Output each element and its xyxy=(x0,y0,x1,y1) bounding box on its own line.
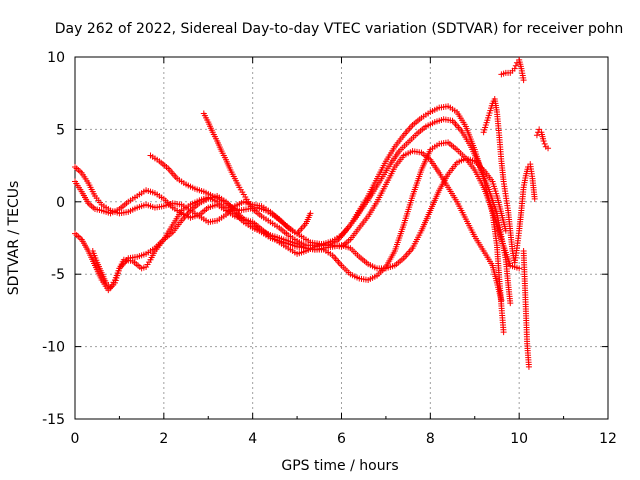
x-tick-label: 10 xyxy=(510,431,528,447)
data-point-track-7 xyxy=(531,195,538,202)
data-point-track-6 xyxy=(500,329,507,336)
y-tick-label: 10 xyxy=(47,50,65,66)
chart-title: Day 262 of 2022, Sidereal Day-to-day VTE… xyxy=(55,21,623,37)
y-tick-labels: -15 -10 -5 0 5 10 xyxy=(42,50,65,428)
y-axis-label: SDTVAR / TECUs xyxy=(6,181,22,296)
data-point-track-7 xyxy=(540,137,547,144)
axis-ticks xyxy=(74,56,609,420)
x-tick-labels: 0 2 4 6 8 10 12 xyxy=(71,431,617,447)
data-point-track-4 xyxy=(516,265,523,272)
data-point-track-8 xyxy=(512,62,519,69)
data-point-track-7 xyxy=(545,145,552,152)
data-point-track-5 xyxy=(507,300,514,307)
data-point-track-7 xyxy=(541,140,548,147)
x-tick-label: 4 xyxy=(248,431,257,447)
data-point-track-1 xyxy=(307,210,314,217)
data-point-track-8 xyxy=(525,363,532,370)
y-tick-label: 0 xyxy=(56,195,65,211)
data-point-track-7 xyxy=(533,132,540,139)
x-tick-label: 12 xyxy=(599,431,617,447)
x-tick-label: 2 xyxy=(159,431,168,447)
x-tick-label: 8 xyxy=(426,431,435,447)
y-tick-label: -10 xyxy=(42,340,65,356)
data-point-track-8 xyxy=(520,77,527,84)
x-axis-label: GPS time / hours xyxy=(281,458,398,474)
x-tick-label: 0 xyxy=(71,431,80,447)
y-tick-label: 5 xyxy=(56,122,65,138)
data-point-track-8 xyxy=(511,65,518,72)
y-tick-label: -5 xyxy=(51,267,65,283)
x-tick-label: 6 xyxy=(337,431,346,447)
data-markers xyxy=(72,56,552,370)
y-tick-label: -15 xyxy=(42,412,65,428)
